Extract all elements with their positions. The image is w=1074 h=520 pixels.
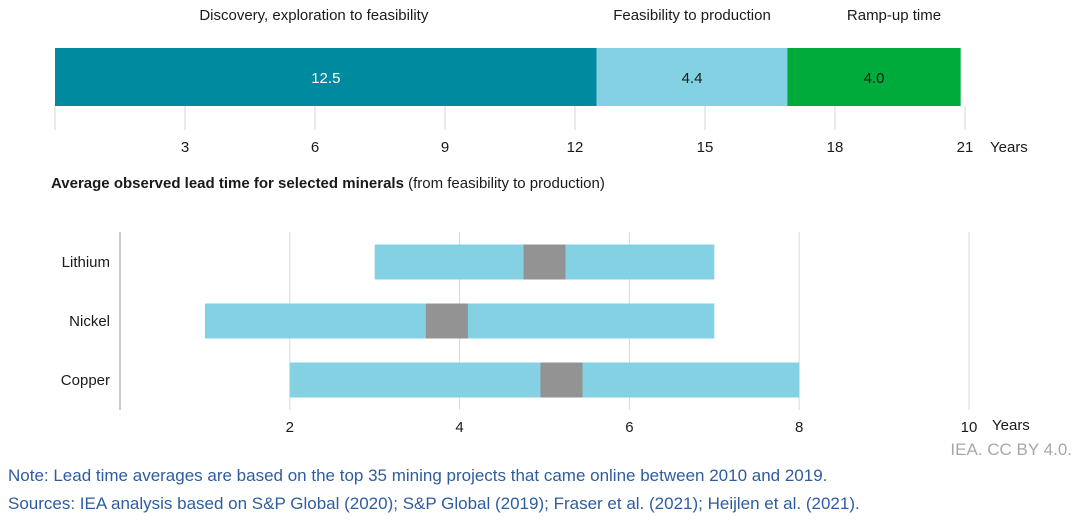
x-tick-label: 9 <box>441 139 449 156</box>
lead-time-stacked-chart: 12.5 Discovery, exploration to feasibilit… <box>54 7 1028 156</box>
note-text: Note: Lead time averages are based on th… <box>8 466 828 485</box>
x-tick-label: 2 <box>286 419 294 436</box>
bar-segment <box>596 48 788 106</box>
average-marker <box>540 362 583 398</box>
x-tick-label: 10 <box>961 419 978 436</box>
x-tick-label: 8 <box>795 419 803 436</box>
average-marker <box>523 244 566 280</box>
bar-segment <box>55 48 597 106</box>
chart-title: Average observed lead time for selected … <box>51 175 605 192</box>
x-tick-label: 12 <box>567 139 584 156</box>
x-tick-label: 3 <box>181 139 189 156</box>
x-tick-label: 15 <box>697 139 714 156</box>
segment-header-label: Ramp-up time <box>847 7 941 24</box>
x-unit-label: Years <box>990 139 1028 156</box>
x-unit-label: Years <box>992 417 1030 434</box>
x-tick-label: 4 <box>455 419 463 436</box>
bar-segment <box>787 48 961 106</box>
category-label: Lithium <box>62 254 110 271</box>
x-tick-label: 6 <box>625 419 633 436</box>
bar-value-label: 4.4 <box>682 70 703 87</box>
minerals-range-chart: Average observed lead time for selected … <box>51 175 1030 436</box>
sources-text: Sources: IEA analysis based on S&P Globa… <box>8 494 860 513</box>
bar-value-label: 4.0 <box>864 70 885 87</box>
x-tick-label: 21 <box>957 139 974 156</box>
chart-title-rest: (from feasibility to production) <box>404 175 605 192</box>
chart-title-bold: Average observed lead time for selected … <box>51 175 404 192</box>
bar-value-label: 12.5 <box>311 70 340 87</box>
segment-header-label: Feasibility to production <box>613 7 771 24</box>
credit-label: IEA. CC BY 4.0. <box>950 440 1072 459</box>
segment-header-label: Discovery, exploration to feasibility <box>199 7 428 24</box>
category-label: Copper <box>61 372 110 389</box>
x-tick-label: 6 <box>311 139 319 156</box>
category-label: Nickel <box>69 313 110 330</box>
x-tick-label: 18 <box>827 139 844 156</box>
average-marker <box>425 303 468 339</box>
